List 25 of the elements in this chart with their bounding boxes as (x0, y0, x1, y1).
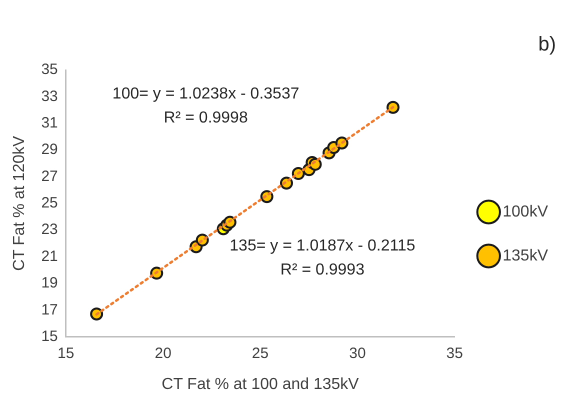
text: b) (538, 34, 556, 56)
legend-label: 100kV (502, 203, 548, 220)
x-tick-label: 15 (58, 344, 74, 362)
x-axis-title: CT Fat % at 100 and 135kV (162, 376, 360, 393)
y-tick-label: 35 (41, 61, 58, 78)
y-tick-label: 17 (41, 301, 58, 318)
y-tick-label: 23 (41, 221, 58, 238)
annotation: 135= y = 1.0187x - 0.2115 (230, 237, 416, 254)
annotation: 100= y = 1.0238x - 0.3537 (112, 85, 300, 102)
x-tick-label: 25 (252, 344, 269, 362)
y-tick-label: 29 (41, 141, 58, 158)
y-tick-label: 21 (41, 248, 58, 265)
y-tick-label: 31 (41, 114, 58, 132)
annotation: R² = 0.9998 (164, 109, 248, 126)
y-tick-label: 25 (41, 194, 58, 212)
x-tick-label: 35 (446, 344, 463, 362)
y-tick-label: 33 (41, 88, 58, 105)
x-tick-label: 30 (349, 344, 366, 362)
y-tick-label: 27 (41, 168, 58, 185)
legend-label: 135kV (502, 247, 548, 264)
y-tick-label: 15 (41, 328, 58, 345)
x-tick-label: 20 (154, 344, 172, 362)
y-tick-label: 19 (41, 274, 58, 292)
annotation: R² = 0.9993 (280, 262, 365, 279)
y-axis-title: CT Fat % at 120kV (11, 136, 28, 271)
